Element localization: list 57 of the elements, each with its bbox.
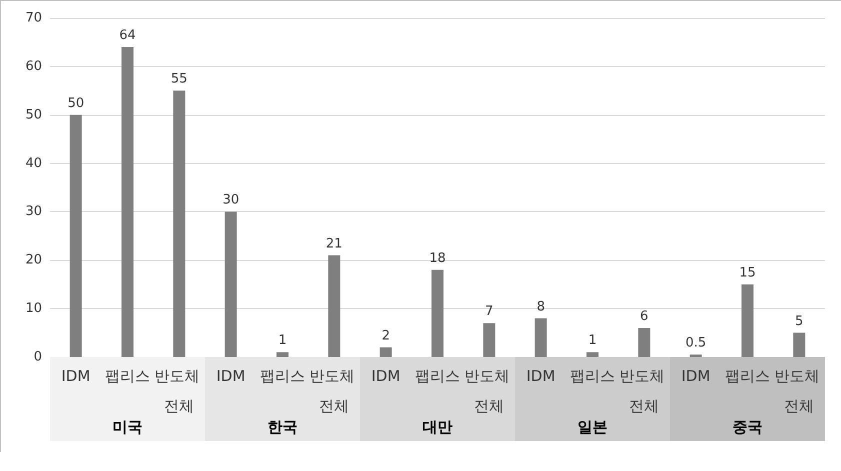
x-tick-label: IDM xyxy=(526,367,556,385)
data-label: 2 xyxy=(382,328,390,344)
text: 대만 xyxy=(422,418,452,436)
data-label: 1 xyxy=(278,333,287,348)
y-tick-label: 50 xyxy=(25,107,42,122)
x-tick-label: IDM xyxy=(61,367,90,385)
bar xyxy=(276,352,288,357)
bar xyxy=(224,212,237,357)
data-label: 55 xyxy=(170,72,188,87)
text: 일본 xyxy=(578,418,608,436)
data-label: 1 xyxy=(588,333,597,348)
y-tick-label: 0 xyxy=(34,350,42,364)
y-tick-label: 30 xyxy=(25,204,42,220)
x-tick-label: IDM xyxy=(681,367,710,385)
x-tick-label: 반도체 전체 xyxy=(464,367,514,415)
data-label: 30 xyxy=(222,192,240,208)
x-tick-label: 팹리스 xyxy=(725,367,770,385)
y-tick-label: 20 xyxy=(25,252,42,268)
x-tick-label: 반도체 전체 xyxy=(774,367,824,415)
data-label: 6 xyxy=(640,308,648,324)
data-label: 50 xyxy=(68,96,84,111)
y-tick-label: 40 xyxy=(25,156,42,171)
bar xyxy=(586,352,598,357)
text: 미국 xyxy=(112,418,142,436)
x-tick-label: 팹리스 xyxy=(415,367,460,385)
bar xyxy=(173,90,186,357)
x-tick-label: 반도체 전체 xyxy=(154,367,204,415)
x-tick-label: IDM xyxy=(371,367,400,385)
bar xyxy=(742,284,754,357)
x-tick-label: 팹리스 xyxy=(570,367,615,385)
data-label: 21 xyxy=(326,236,342,252)
y-tick-label: 10 xyxy=(25,301,42,316)
bar xyxy=(638,328,650,357)
data-label: 15 xyxy=(739,265,756,280)
x-tick-label: 반도체 전체 xyxy=(309,367,360,415)
x-tick-label: 팹리스 xyxy=(260,367,305,385)
bar xyxy=(534,318,547,357)
bar xyxy=(122,47,134,357)
bar xyxy=(793,332,806,357)
bar xyxy=(432,270,444,357)
data-label: 5 xyxy=(795,314,804,329)
x-tick-label: 반도체 전체 xyxy=(619,367,670,415)
x-tick-label: IDM xyxy=(216,367,246,385)
data-label: 0.5 xyxy=(685,336,706,351)
y-tick-label: 60 xyxy=(25,58,42,74)
bar xyxy=(483,323,496,357)
text: 한국 xyxy=(268,418,298,436)
bar xyxy=(70,114,82,357)
data-label: 18 xyxy=(429,250,446,266)
y-tick-label: 70 xyxy=(25,10,42,26)
x-tick-label: 팹리스 xyxy=(105,367,150,385)
text: 중국 xyxy=(732,418,762,436)
bar xyxy=(328,255,340,357)
data-label: 8 xyxy=(536,299,545,314)
bar xyxy=(380,347,392,357)
data-label: 7 xyxy=(485,304,494,320)
data-label: 64 xyxy=(119,28,136,44)
